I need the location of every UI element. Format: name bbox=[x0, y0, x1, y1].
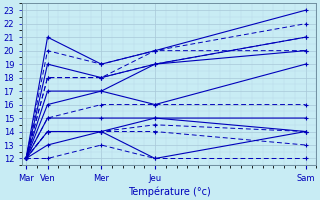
X-axis label: Température (°c): Température (°c) bbox=[128, 186, 211, 197]
